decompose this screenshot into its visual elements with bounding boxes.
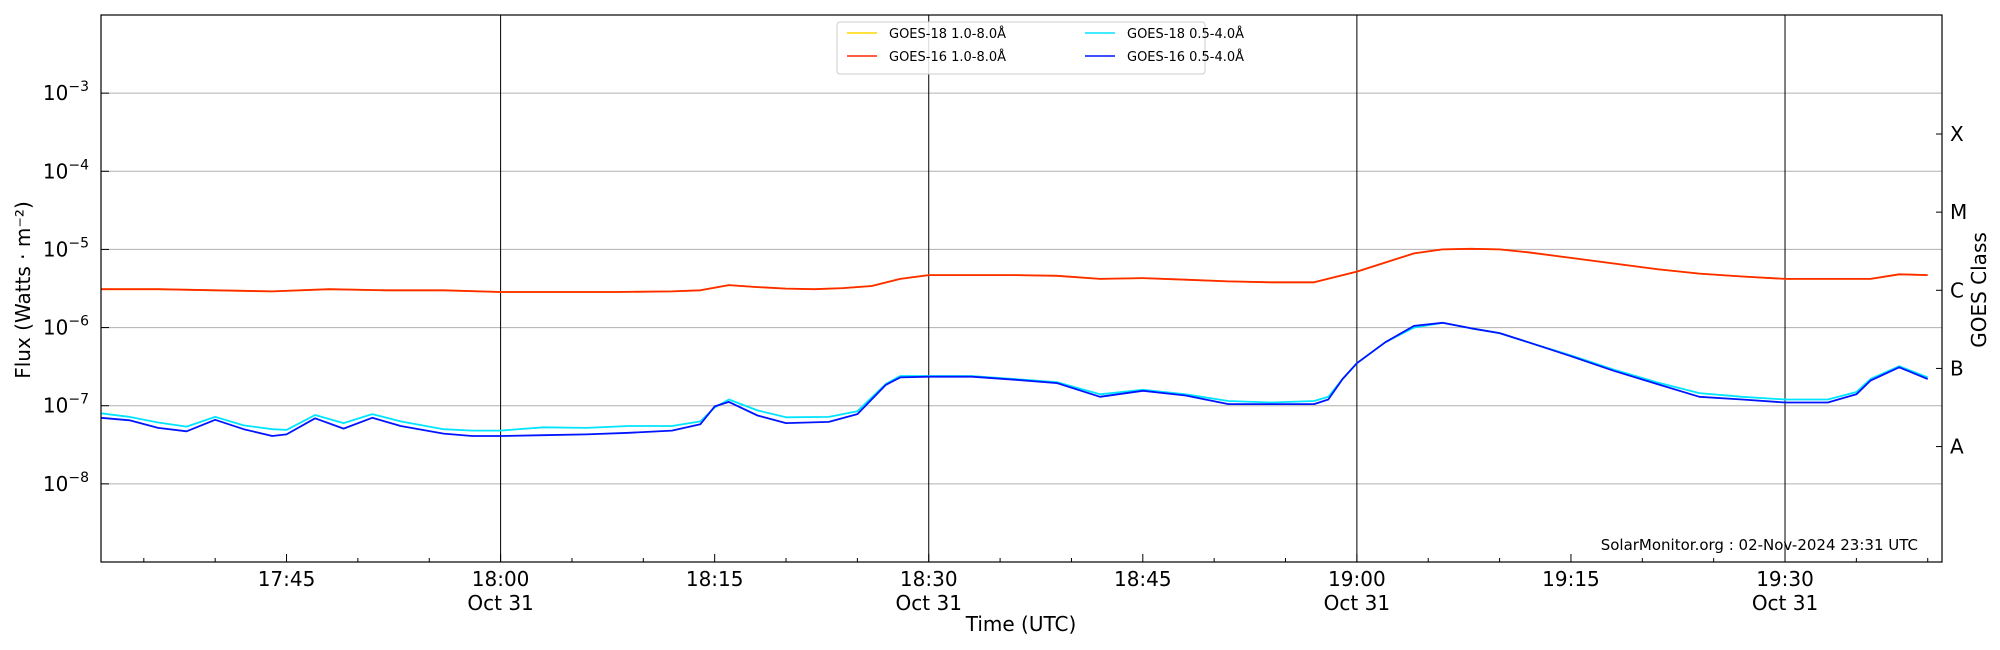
x-tick-label: 19:15	[1542, 567, 1600, 591]
credit-text: SolarMonitor.org : 02-Nov-2024 23:31 UTC	[1601, 536, 1918, 554]
legend-label: GOES-18 0.5-4.0Å	[1127, 26, 1244, 42]
x-tick-label: 19:30	[1756, 567, 1814, 591]
y-tick-label: 10−3	[43, 79, 89, 105]
x-tick-date-label: Oct 31	[1324, 591, 1390, 615]
y-tick-label: 10−7	[43, 392, 89, 418]
x-tick-label: 18:45	[1114, 567, 1172, 591]
x-tick-date-label: Oct 31	[896, 591, 962, 615]
right-axis-label: GOES Class	[1967, 232, 1991, 348]
legend-label: GOES-16 0.5-4.0Å	[1127, 49, 1244, 65]
grid-lines	[101, 15, 1942, 562]
legend-label: GOES-18 1.0-8.0Å	[889, 26, 1006, 42]
y-tick-label: 10−8	[43, 470, 89, 496]
goes-class-label: A	[1950, 435, 1964, 459]
y-tick-label: 10−6	[43, 314, 89, 340]
legend-label: GOES-16 1.0-8.0Å	[889, 49, 1006, 65]
legend-box	[836, 21, 1206, 75]
series-line	[101, 247, 1928, 293]
legend: GOES-18 1.0-8.0Å GOES-16 1.0-8.0Å GOES-18 …	[836, 21, 1244, 75]
x-tick-label: 18:30	[900, 567, 958, 591]
goes-class-label: M	[1950, 200, 1967, 224]
series-line	[101, 247, 1928, 293]
x-tick-label: 19:00	[1328, 567, 1386, 591]
x-tick-label: 18:00	[472, 567, 530, 591]
series-line	[100, 321, 1929, 432]
goes-class-label: B	[1950, 356, 1964, 380]
x-tick-date-label: Oct 31	[1752, 591, 1818, 615]
plot-frame	[100, 14, 1943, 563]
y-axis-label: Flux (Watts · m⁻²)	[11, 201, 35, 379]
series-lines	[100, 247, 1929, 437]
series-line	[100, 321, 1929, 437]
y-tick-label: 10−4	[43, 157, 89, 183]
y-tick-label: 10−5	[43, 235, 89, 261]
goes-class-labels: A B C M X	[1950, 122, 1967, 459]
x-tick-date-label: Oct 31	[467, 591, 533, 615]
x-tick-label: 18:15	[686, 567, 744, 591]
goes-class-label: C	[1950, 278, 1964, 302]
x-tick-label: 17:45	[258, 567, 316, 591]
goes-class-label: X	[1950, 122, 1964, 146]
x-axis-label: Time (UTC)	[965, 612, 1077, 636]
